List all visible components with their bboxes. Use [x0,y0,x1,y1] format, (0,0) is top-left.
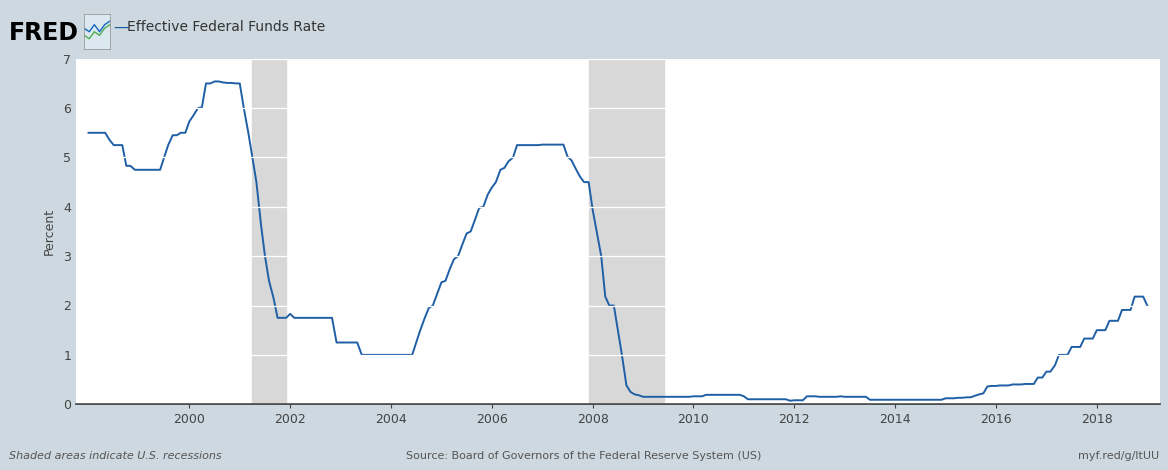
Text: Source: Board of Governors of the Federal Reserve System (US): Source: Board of Governors of the Federa… [406,451,762,461]
Text: Shaded areas indicate U.S. recessions: Shaded areas indicate U.S. recessions [9,451,222,461]
Text: myf.red/g/ltUU: myf.red/g/ltUU [1078,451,1159,461]
Text: FRED: FRED [9,21,79,45]
Text: —: — [113,20,128,35]
Bar [252,59,286,404]
Bar [589,59,665,404]
Y-axis label: Percent: Percent [43,208,56,255]
Text: Effective Federal Funds Rate: Effective Federal Funds Rate [127,20,326,34]
